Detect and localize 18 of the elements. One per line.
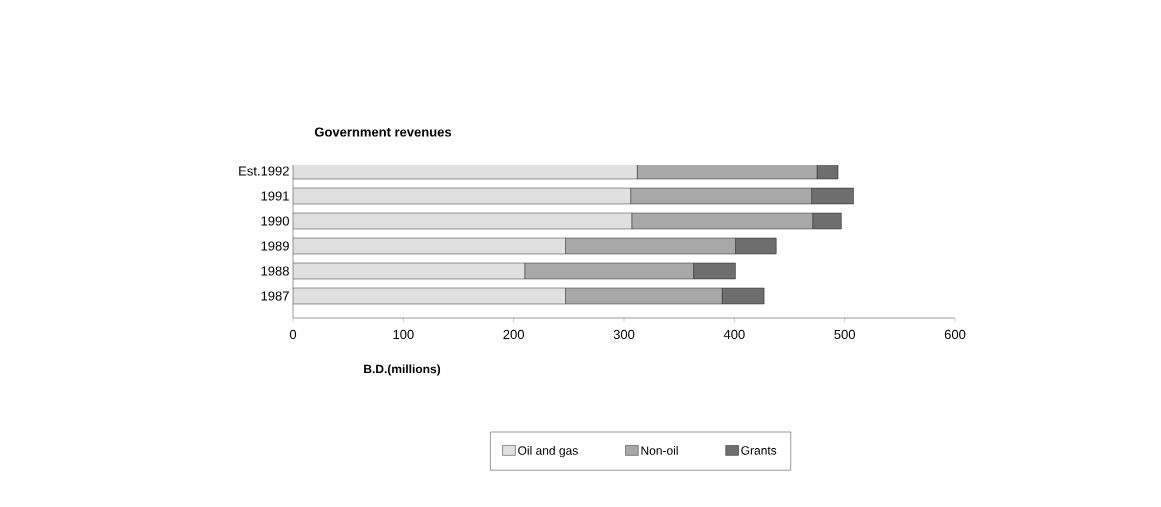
x-tick-label: 500: [834, 329, 856, 339]
y-tick-label: 1987: [261, 291, 289, 301]
y-tick-label: 1988: [261, 266, 289, 276]
y-tick-label: 1990: [261, 216, 289, 226]
y-tick-label: 1989: [261, 241, 289, 251]
x-tick-label: 200: [503, 329, 525, 339]
x-tick-label: 0: [289, 329, 297, 339]
x-axis-title: B.D.(millions): [364, 364, 441, 376]
x-tick-label: 100: [393, 329, 414, 339]
legend-label: Non-oil: [641, 446, 678, 455]
legend-label: Grants: [741, 446, 777, 455]
legend-label: Oil and gas: [518, 446, 578, 458]
x-tick-label: 400: [723, 329, 745, 339]
y-tick-label: 1991: [261, 191, 289, 201]
y-tick-label: Est.1992: [239, 166, 289, 176]
x-tick-label: 300: [613, 329, 635, 339]
chart-title: Government revenues: [314, 127, 452, 137]
x-tick-label: 600: [944, 329, 966, 339]
